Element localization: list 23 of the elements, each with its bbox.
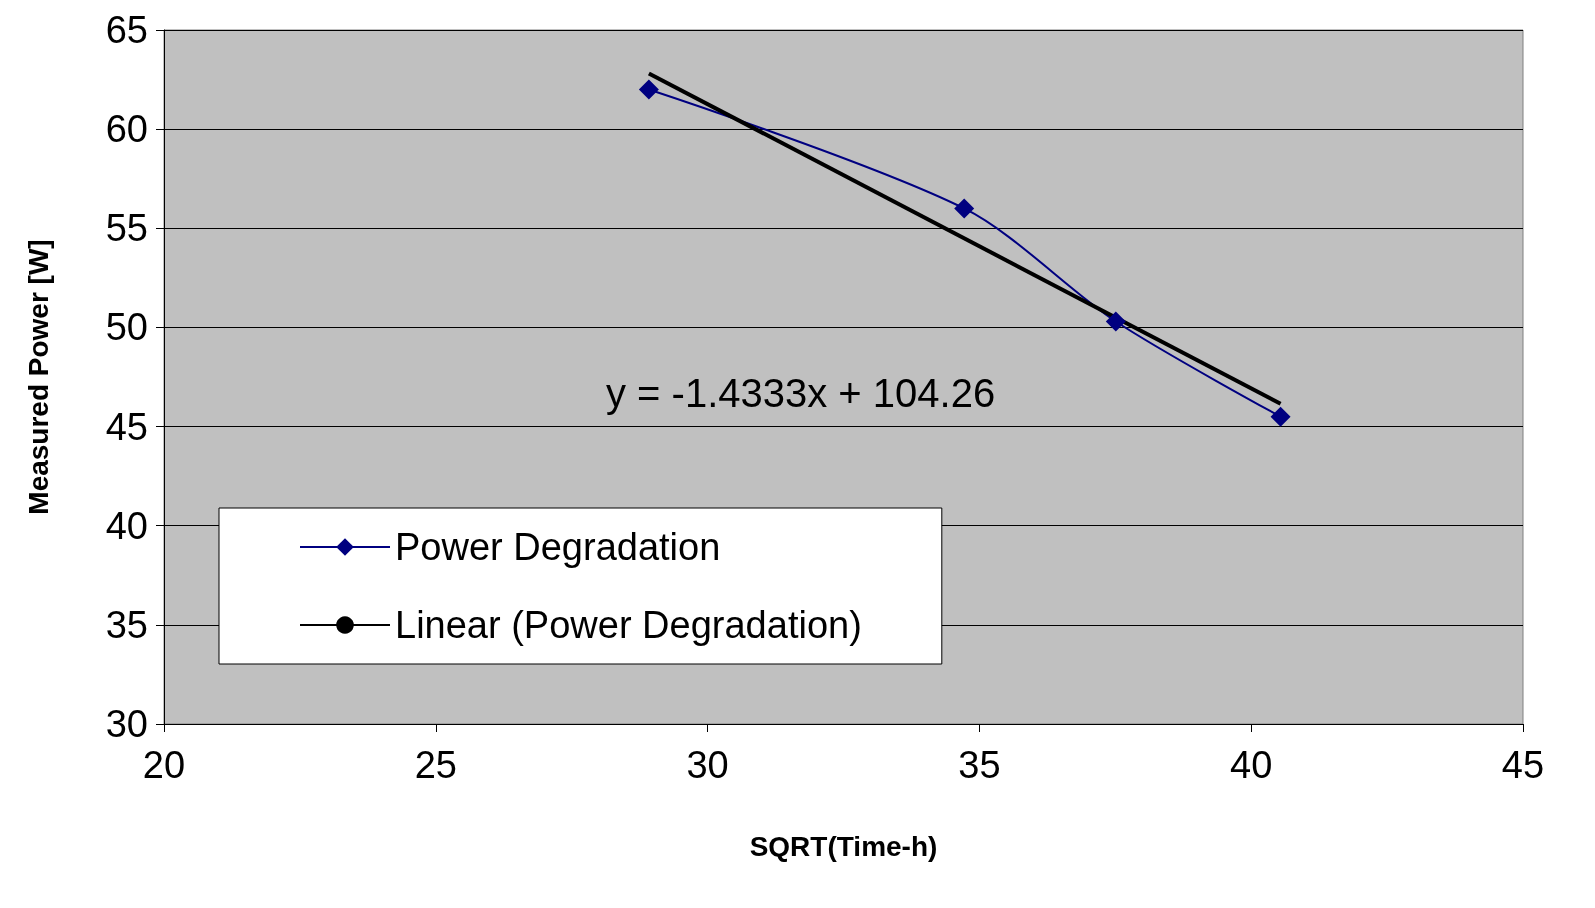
point [954,198,975,219]
y-tick-label: 65 [105,9,148,51]
y-axis-title: Measured Power [W] [22,239,54,515]
annotation: y = -1.4333x + 104.26 [606,371,996,415]
x-axis-title: SQRT(Time-h) [749,830,938,862]
legend-label: Linear (Power Degradation) [395,604,862,646]
x-tick-label: 20 [142,744,186,786]
y-tick-label: 50 [105,306,148,349]
point [1105,311,1126,332]
x-tick-label: 30 [686,744,729,786]
y-tick-label: 35 [105,603,148,646]
y-tick-label: 45 [105,405,148,448]
x-tick-label: 40 [1230,744,1273,786]
point [638,79,659,100]
y-tick-label: 55 [105,207,148,250]
x-tick-label: 45 [1501,744,1545,786]
point [1270,406,1291,427]
y-tick-label: 30 [105,703,148,745]
y-tick-label: 40 [105,504,148,547]
y-tick-label: 60 [105,108,148,151]
x-tick-label: 35 [958,744,1001,786]
legend-label: Power Degradation [395,526,721,568]
x-tick-label: 25 [414,744,457,786]
